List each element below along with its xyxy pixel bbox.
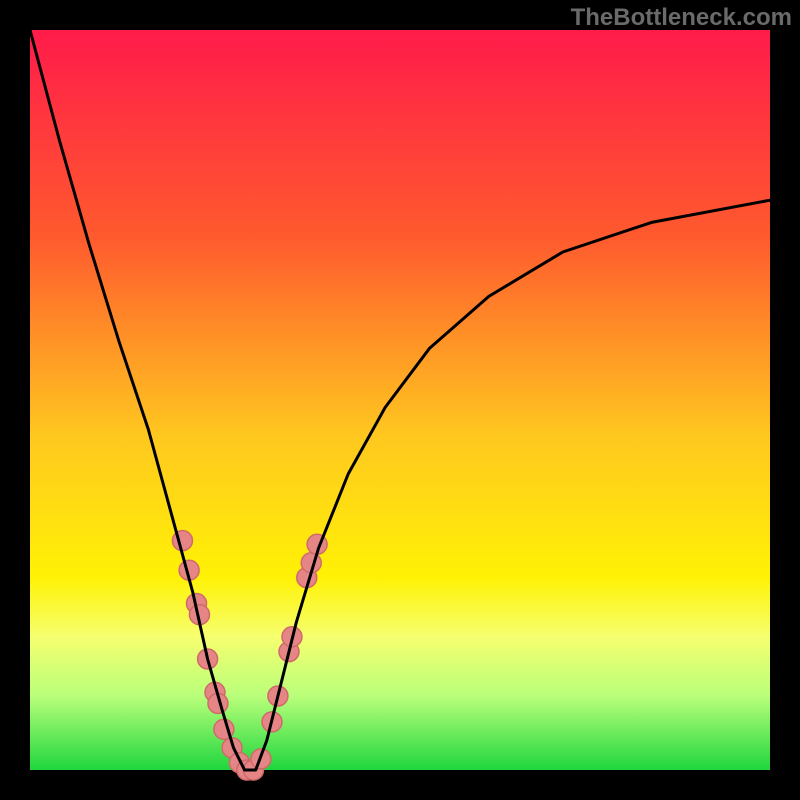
chart-svg [0,0,800,800]
right-curve [245,200,770,770]
marker-group [172,531,327,780]
watermark-text: TheBottleneck.com [571,4,792,32]
